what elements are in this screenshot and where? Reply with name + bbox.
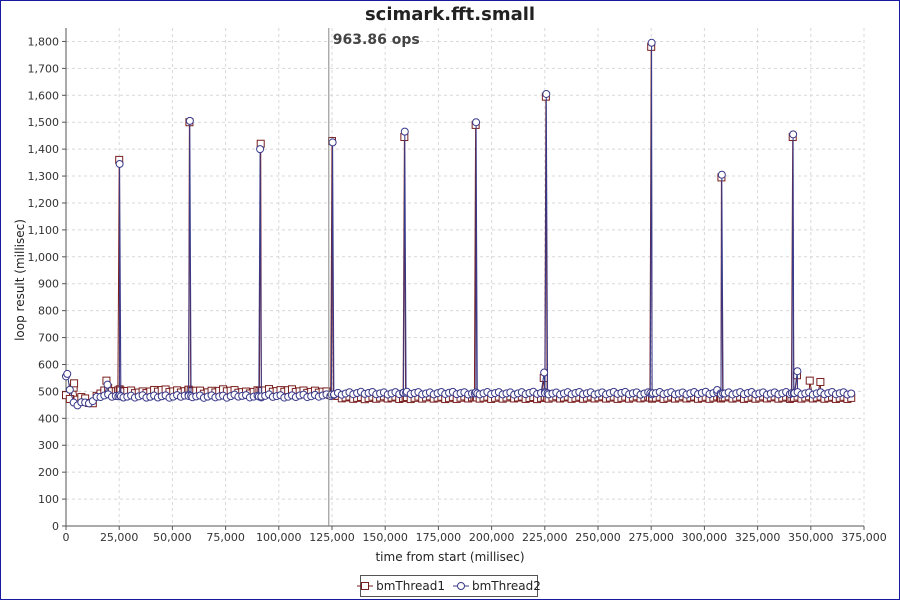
y-tick-label: 1,700 xyxy=(28,62,60,75)
y-tick-label: 400 xyxy=(38,412,59,425)
y-tick-label: 300 xyxy=(38,439,59,452)
plot-background xyxy=(66,28,864,526)
y-tick-label: 200 xyxy=(38,466,59,479)
x-axis-label: time from start (millisec) xyxy=(375,550,525,564)
chart-title: scimark.fft.small xyxy=(364,4,536,25)
x-tick-label: 250,000 xyxy=(575,531,621,544)
data-point xyxy=(717,170,726,179)
x-tick-label: 200,000 xyxy=(469,531,515,544)
y-tick-label: 1,100 xyxy=(28,224,60,237)
legend-item-bmthread2: bmThread2 xyxy=(453,579,541,593)
data-point xyxy=(647,38,656,47)
data-point xyxy=(793,367,802,376)
x-tick-label: 25,000 xyxy=(100,531,139,544)
y-tick-label: 800 xyxy=(38,305,59,318)
data-point xyxy=(400,127,409,136)
y-tick-label: 900 xyxy=(38,278,59,291)
x-tick-label: 300,000 xyxy=(682,531,728,544)
x-tick-label: 350,000 xyxy=(788,531,834,544)
x-tick-label: 225,000 xyxy=(522,531,568,544)
x-tick-label: 375,000 xyxy=(841,531,887,544)
circle-marker-icon xyxy=(453,582,469,590)
x-tick-label: 75,000 xyxy=(206,531,245,544)
y-tick-label: 1,400 xyxy=(28,143,60,156)
y-tick-label: 0 xyxy=(52,520,59,533)
data-point xyxy=(789,130,798,139)
x-tick-label: 325,000 xyxy=(735,531,781,544)
x-tick-label: 125,000 xyxy=(309,531,355,544)
y-tick-label: 1,500 xyxy=(28,116,60,129)
data-point xyxy=(542,89,551,98)
data-point xyxy=(816,377,825,386)
annotation-label: 963.86 ops xyxy=(333,32,420,48)
data-point xyxy=(70,379,79,388)
legend: bmThread1 bmThread2 xyxy=(357,575,541,597)
data-point xyxy=(472,118,481,127)
y-tick-label: 700 xyxy=(38,332,59,345)
x-tick-label: 50,000 xyxy=(153,531,192,544)
y-tick-label: 600 xyxy=(38,358,59,371)
data-point xyxy=(805,376,814,385)
y-tick-label: 1,600 xyxy=(28,89,60,102)
data-point xyxy=(63,369,72,378)
data-point xyxy=(540,368,549,377)
square-marker-icon xyxy=(357,582,374,590)
series-bmthread2 xyxy=(62,38,856,410)
data-point xyxy=(185,116,194,125)
legend-label-bmthread2: bmThread2 xyxy=(472,579,541,593)
data-point xyxy=(103,380,112,389)
data-point xyxy=(847,389,856,398)
data-point xyxy=(115,159,124,168)
data-point xyxy=(328,138,337,147)
y-tick-label: 500 xyxy=(38,385,59,398)
y-tick-label: 1,800 xyxy=(28,35,60,48)
x-tick-label: 150,000 xyxy=(362,531,408,544)
y-tick-label: 1,300 xyxy=(28,170,60,183)
data-point xyxy=(256,145,265,154)
legend-label-bmthread1: bmThread1 xyxy=(376,579,445,593)
x-tick-label: 275,000 xyxy=(628,531,674,544)
y-tick-label: 1,000 xyxy=(28,251,60,264)
x-tick-label: 100,000 xyxy=(256,531,302,544)
data-point xyxy=(65,385,74,394)
legend-item-bmthread1: bmThread1 xyxy=(357,579,445,593)
y-tick-label: 100 xyxy=(38,493,59,506)
y-tick-label: 1,200 xyxy=(28,197,60,210)
x-tick-label: 0 xyxy=(63,531,70,544)
x-tick-label: 175,000 xyxy=(416,531,462,544)
